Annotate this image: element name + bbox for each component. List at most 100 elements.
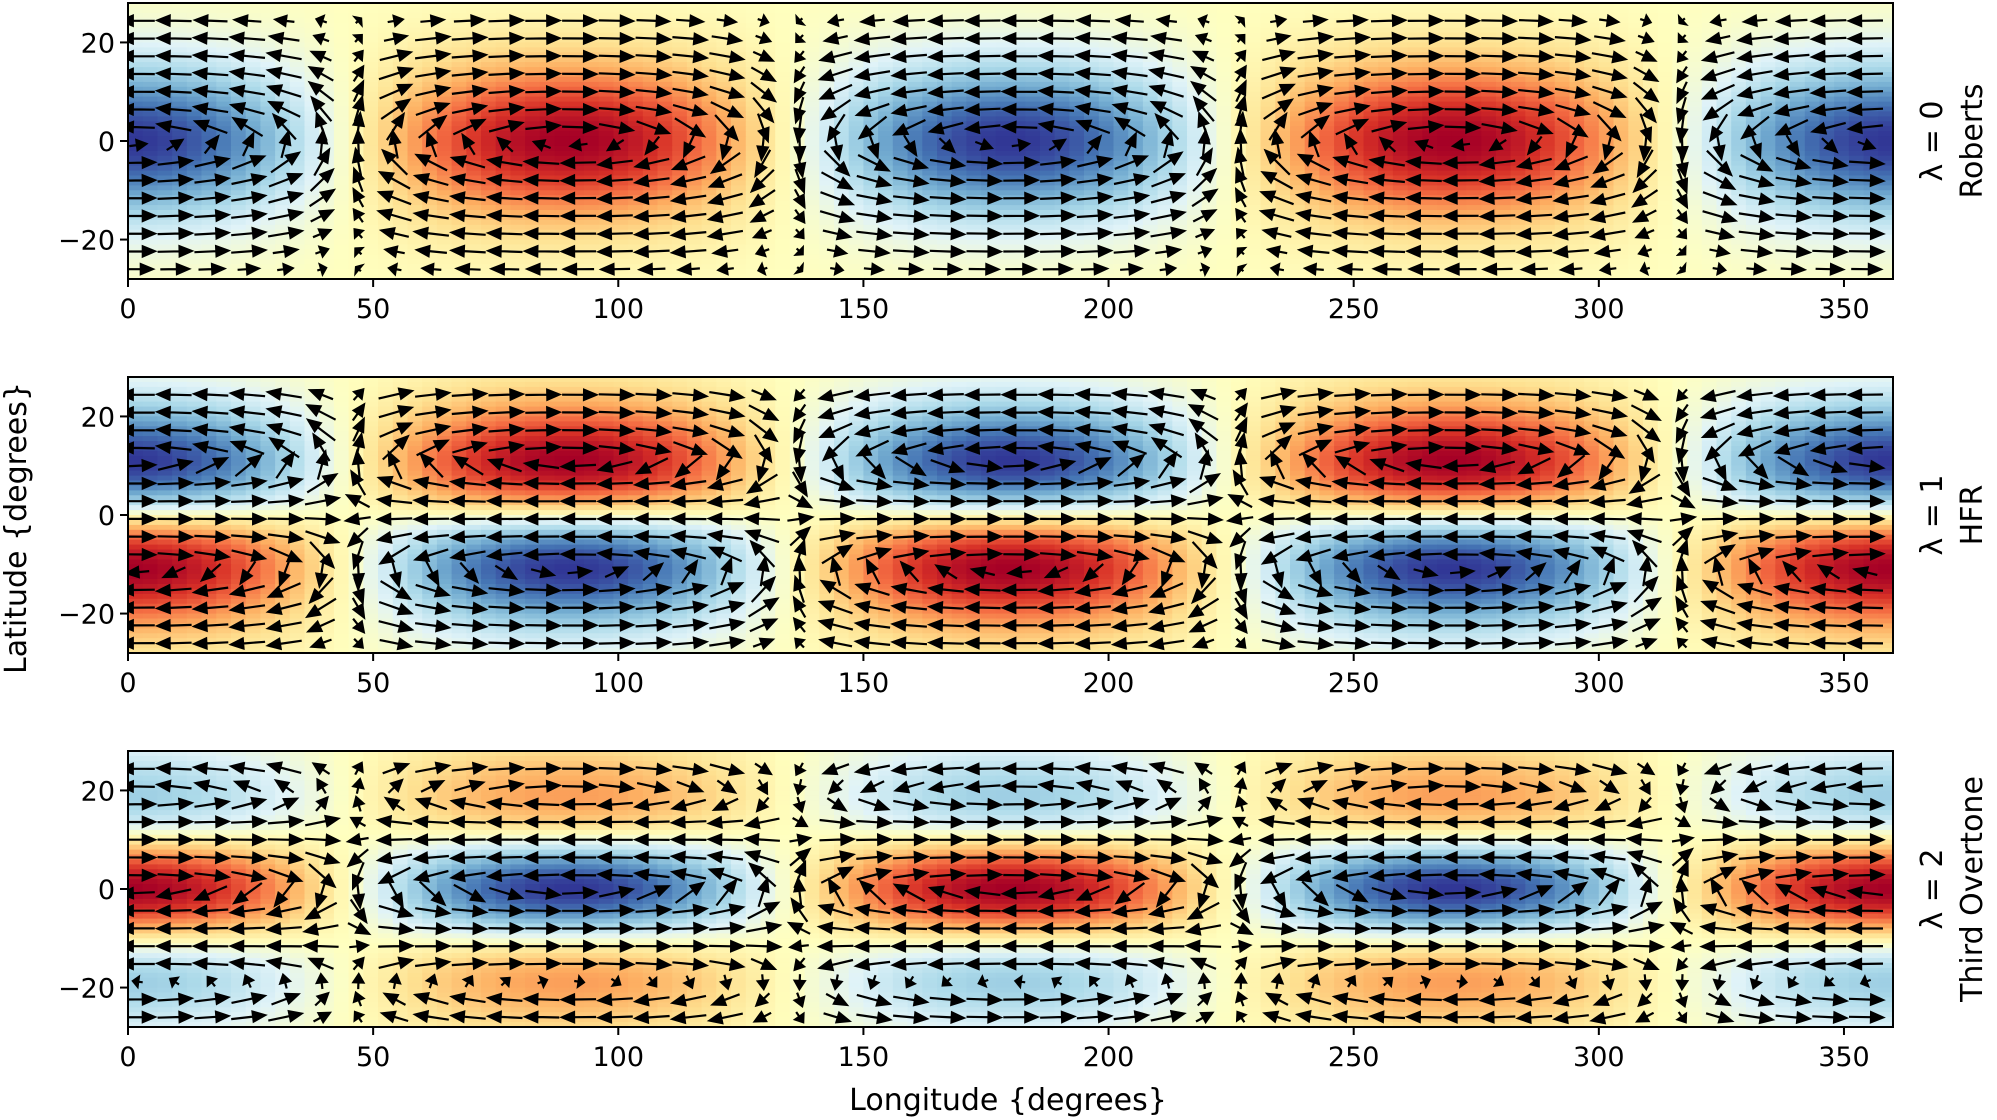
heatmap-cell	[716, 116, 732, 122]
heatmap-cell	[922, 3, 938, 9]
heatmap-cell	[1731, 165, 1747, 172]
heatmap-cell	[216, 81, 232, 88]
heatmap-cell	[951, 96, 967, 103]
heatmap-cell	[760, 22, 776, 29]
heatmap-cell	[1613, 17, 1629, 24]
heatmap-cell	[1701, 160, 1718, 167]
heatmap-cell	[422, 22, 438, 29]
heatmap-cell	[1392, 42, 1409, 48]
heatmap-cell	[1319, 126, 1335, 132]
heatmap-cell	[701, 180, 717, 186]
heatmap-cell	[1363, 116, 1379, 122]
heatmap-cell	[1245, 121, 1262, 127]
heatmap-cell	[216, 190, 232, 196]
heatmap-cell	[1716, 111, 1732, 117]
heatmap-cell	[231, 62, 247, 68]
heatmap-cell	[1363, 180, 1379, 186]
heatmap-cell	[1495, 116, 1512, 122]
heatmap-cell	[1628, 195, 1644, 201]
heatmap-cell	[1628, 37, 1644, 43]
heatmap-cell	[1319, 185, 1335, 191]
heatmap-cell	[319, 12, 335, 19]
heatmap-cell	[1142, 145, 1159, 152]
heatmap-cell	[1613, 12, 1629, 19]
heatmap-cell	[804, 22, 820, 29]
heatmap-cell	[863, 200, 879, 206]
heatmap-cell	[613, 150, 629, 157]
heatmap-cell	[789, 205, 806, 211]
heatmap-cell	[1804, 3, 1821, 9]
heatmap-cell	[1010, 67, 1026, 73]
heatmap-cell	[495, 91, 511, 98]
heatmap-cell	[378, 101, 394, 108]
heatmap-cell	[525, 141, 541, 147]
heatmap-cell	[481, 205, 497, 211]
heatmap-cell	[642, 62, 659, 68]
heatmap-cell	[686, 101, 703, 108]
heatmap-cell	[760, 62, 776, 68]
heatmap-cell	[863, 160, 879, 167]
heatmap-cell	[1510, 101, 1526, 108]
heatmap-cell	[1304, 91, 1320, 98]
heatmap-cell	[407, 136, 423, 142]
heatmap-cell	[1628, 145, 1644, 152]
heatmap-cell	[1437, 121, 1453, 127]
heatmap-cell	[1687, 155, 1703, 162]
heatmap-cell	[231, 42, 247, 48]
heatmap-cell	[642, 7, 659, 14]
heatmap-cell	[1628, 190, 1644, 196]
heatmap-cell	[731, 126, 747, 132]
heatmap-cell	[1848, 111, 1865, 117]
heatmap-cell	[525, 32, 541, 39]
heatmap-cell	[922, 141, 938, 147]
heatmap-cell	[157, 175, 173, 181]
heatmap-cell	[1745, 200, 1762, 206]
heatmap-cell	[716, 42, 732, 48]
heatmap-cell	[1540, 67, 1556, 73]
heatmap-cell	[1010, 32, 1026, 39]
heatmap-cell	[245, 81, 261, 88]
heatmap-cell	[878, 141, 894, 147]
heatmap-cell	[186, 57, 203, 63]
heatmap-cell	[378, 136, 394, 142]
heatmap-cell	[1834, 47, 1850, 53]
heatmap-cell	[1010, 96, 1026, 103]
heatmap-cell	[1319, 145, 1335, 152]
heatmap-cell	[1687, 121, 1703, 127]
heatmap-cell	[466, 165, 482, 172]
heatmap-cell	[481, 91, 497, 98]
heatmap-cell	[1848, 131, 1865, 137]
heatmap-cell	[1760, 136, 1776, 142]
heatmap-cell	[863, 37, 879, 43]
heatmap-cell	[907, 3, 923, 9]
heatmap-cell	[304, 42, 320, 48]
heatmap-cell	[1422, 190, 1438, 196]
heatmap-cell	[275, 155, 291, 162]
heatmap-cell	[260, 52, 276, 58]
heatmap-cell	[1054, 27, 1070, 34]
heatmap-cell	[672, 106, 688, 112]
heatmap-cell	[1245, 195, 1262, 201]
heatmap-cell	[1466, 131, 1482, 137]
heatmap-cell	[1775, 42, 1791, 48]
heatmap-cell	[1819, 175, 1835, 181]
heatmap-cell	[1569, 121, 1585, 127]
heatmap-cell	[1598, 57, 1615, 63]
heatmap-cell	[245, 96, 261, 103]
heatmap-cell	[1334, 67, 1350, 73]
heatmap-cell	[1010, 37, 1026, 43]
heatmap-cell	[1363, 126, 1379, 132]
heatmap-cell	[1716, 131, 1732, 137]
heatmap-cell	[907, 81, 923, 88]
heatmap-cell	[1010, 145, 1026, 152]
heatmap-cell	[951, 101, 967, 108]
heatmap-cell	[657, 27, 673, 34]
heatmap-cell	[1334, 86, 1350, 93]
heatmap-cell	[937, 76, 953, 83]
heatmap-cell	[128, 185, 144, 191]
heatmap-cell	[1716, 72, 1732, 78]
heatmap-cell	[275, 91, 291, 98]
heatmap-cell	[1010, 200, 1026, 206]
heatmap-cell	[628, 116, 644, 122]
heatmap-cell	[1819, 160, 1835, 167]
